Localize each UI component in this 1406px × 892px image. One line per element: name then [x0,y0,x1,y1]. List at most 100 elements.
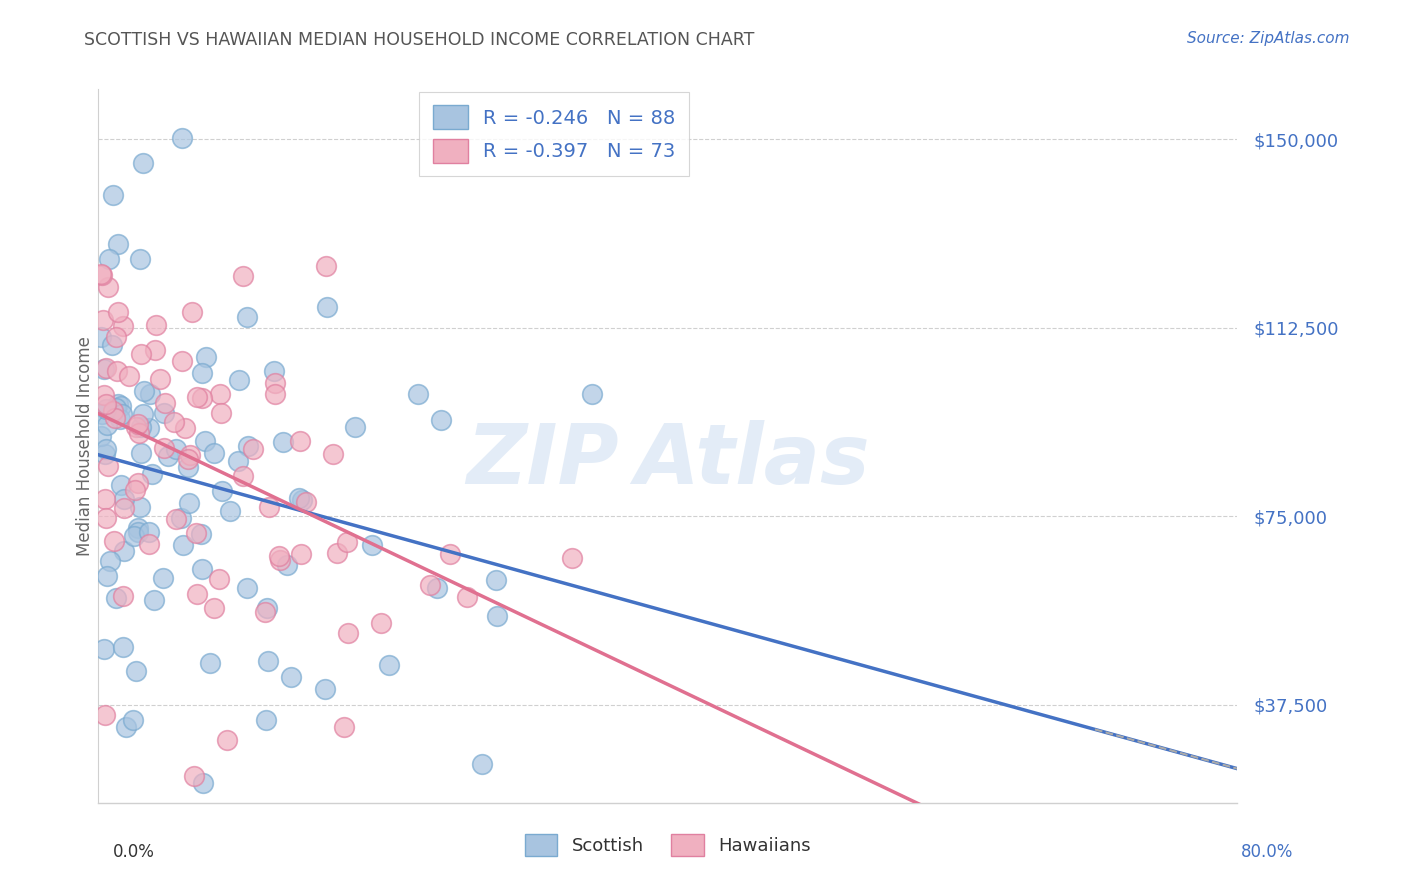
Point [132,156,155,170]
Point [143,343,166,358]
Point [105,364,128,378]
Point [97,458,120,473]
Point [202,600,225,615]
Point [316,301,339,315]
Point [127,525,149,540]
Point [139,387,162,401]
Point [485,573,508,587]
Point [294,495,316,509]
Point [90,268,112,282]
Point [253,605,276,619]
Point [190,526,212,541]
Point [124,483,146,497]
Point [127,417,149,432]
Point [291,493,314,508]
Point [269,549,291,563]
Point [132,408,155,422]
Point [94,447,117,461]
Point [173,421,195,435]
Point [191,391,214,405]
Point [191,562,214,576]
Text: SCOTTISH VS HAWAIIAN MEDIAN HOUSEHOLD INCOME CORRELATION CHART: SCOTTISH VS HAWAIIAN MEDIAN HOUSEHOLD IN… [84,31,755,49]
Point [138,525,160,540]
Point [104,410,127,425]
Point [110,477,132,491]
Point [177,495,200,509]
Point [191,775,214,789]
Point [145,318,167,333]
Point [315,260,337,274]
Point [96,417,118,432]
Point [107,397,129,411]
Point [406,387,429,401]
Point [439,547,461,561]
Point [456,590,478,604]
Point [236,581,259,595]
Point [276,558,298,573]
Point [179,448,201,462]
Point [332,720,354,734]
Point [90,268,112,283]
Point [94,402,117,417]
Point [93,641,115,656]
Point [194,434,217,449]
Point [96,397,118,411]
Point [112,640,135,654]
Point [263,376,285,390]
Point [280,670,302,684]
Point [172,353,194,368]
Point [215,732,238,747]
Point [471,756,494,771]
Point [186,390,208,404]
Point [184,526,207,541]
Point [124,529,146,543]
Text: Source: ZipAtlas.com: Source: ZipAtlas.com [1187,31,1350,46]
Point [326,546,349,560]
Point [256,601,278,615]
Point [191,366,214,380]
Point [170,131,193,145]
Point [129,446,152,460]
Text: 0.0%: 0.0% [112,843,155,861]
Point [94,492,117,507]
Point [91,407,114,421]
Point [271,434,294,449]
Point [169,511,191,525]
Point [183,769,205,783]
Point [336,535,359,549]
Point [94,442,117,457]
Point [93,388,115,402]
Point [96,511,118,525]
Point [141,467,163,482]
Point [155,396,177,410]
Point [264,387,287,401]
Point [209,386,232,401]
Point [94,708,117,723]
Point [360,538,382,552]
Point [343,420,366,434]
Text: ZIP Atlas: ZIP Atlas [465,420,870,500]
Point [232,468,254,483]
Point [128,426,150,441]
Point [236,310,259,324]
Point [103,533,125,548]
Point [378,657,401,672]
Point [134,384,156,398]
Point [127,476,149,491]
Point [202,446,225,460]
Point [108,411,131,425]
Point [209,406,232,420]
Point [101,338,124,352]
Point [336,626,359,640]
Point [153,441,176,455]
Point [561,550,583,565]
Point [103,187,125,202]
Point [96,361,118,376]
Point [128,252,150,266]
Point [232,268,254,283]
Point [112,589,135,603]
Point [195,350,218,364]
Point [314,681,336,696]
Point [118,368,141,383]
Point [90,429,112,443]
